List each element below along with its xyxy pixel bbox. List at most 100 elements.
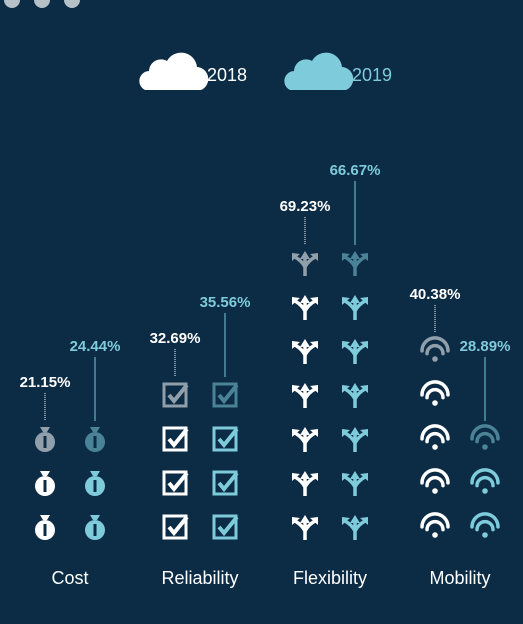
category-label: Flexibility — [293, 568, 367, 588]
icon — [212, 514, 239, 540]
icon-part — [292, 295, 318, 305]
icon-stack — [35, 427, 55, 540]
icon-part — [475, 431, 495, 444]
icon-part — [162, 426, 188, 452]
icon — [292, 515, 318, 540]
icon-part — [292, 471, 318, 481]
icon — [35, 515, 55, 540]
legend-label: 2018 — [207, 65, 247, 85]
icon — [420, 380, 450, 406]
icon-part — [292, 339, 318, 349]
icon-part — [420, 468, 450, 485]
icon-part — [482, 444, 488, 450]
icon-part — [217, 427, 239, 449]
icon — [292, 339, 318, 364]
value-label: 69.23% — [280, 198, 331, 215]
icon-part — [294, 475, 316, 496]
icon-part — [162, 470, 188, 496]
icon-part — [432, 532, 438, 538]
icon-part — [167, 427, 189, 449]
icon-part — [40, 471, 50, 476]
icon-part — [294, 299, 316, 320]
icon-part — [344, 431, 366, 452]
icon — [212, 426, 239, 452]
icon-part — [342, 427, 368, 437]
icon-part — [212, 470, 238, 496]
icon-part — [90, 515, 100, 520]
icon-part — [292, 383, 318, 393]
icon-part — [292, 251, 318, 261]
icon-part — [432, 444, 438, 450]
icon-part — [40, 427, 50, 432]
icon-part — [344, 255, 366, 276]
icon — [342, 251, 368, 276]
category-label: Mobility — [429, 568, 490, 588]
icon — [85, 471, 105, 496]
icon — [292, 295, 318, 320]
icon-part — [432, 488, 438, 494]
icon — [162, 470, 189, 496]
icon — [470, 424, 500, 450]
icon-part — [342, 339, 368, 349]
icon — [342, 427, 368, 452]
icon — [470, 512, 500, 538]
legend-icon — [284, 52, 354, 90]
legend-icon — [139, 52, 209, 90]
icon-stack — [85, 427, 105, 540]
icon-part — [425, 387, 445, 400]
icon-stack — [162, 382, 189, 540]
icon-part — [217, 515, 239, 537]
icon — [85, 427, 105, 452]
icon — [212, 382, 239, 408]
icon — [342, 383, 368, 408]
icon-part — [475, 475, 495, 488]
decoration — [4, 0, 80, 8]
icon-part — [425, 519, 445, 532]
icon-part — [342, 515, 368, 525]
icon-part — [217, 471, 239, 493]
icon — [420, 468, 450, 494]
icon — [212, 470, 239, 496]
icon-part — [470, 512, 500, 529]
icon-part — [212, 514, 238, 540]
value-label: 35.56% — [200, 294, 251, 311]
icon-part — [344, 519, 366, 540]
icon-part — [292, 515, 318, 525]
icon-part — [212, 426, 238, 452]
icon-part — [432, 400, 438, 406]
icon-stack — [420, 336, 450, 538]
icon-part — [294, 343, 316, 364]
icon — [292, 251, 318, 276]
icon-part — [90, 427, 100, 432]
icon-part — [294, 519, 316, 540]
icon-part — [420, 512, 450, 529]
icon — [342, 295, 368, 320]
value-label: 24.44% — [70, 338, 121, 355]
icon-part — [162, 514, 188, 540]
icon-part — [420, 380, 450, 397]
category-label: Cost — [51, 568, 88, 588]
icon-part — [93, 524, 97, 536]
value-label: 32.69% — [150, 330, 201, 347]
icon-stack — [470, 424, 500, 538]
icon-stack — [342, 251, 368, 540]
icon-part — [43, 436, 47, 448]
icon — [85, 515, 105, 540]
icon-part — [482, 532, 488, 538]
value-label: 66.67% — [330, 162, 381, 179]
icon-part — [344, 387, 366, 408]
icon-part — [90, 471, 100, 476]
icon-part — [470, 424, 500, 441]
icon — [420, 424, 450, 450]
icon-part — [167, 515, 189, 537]
icon — [292, 383, 318, 408]
icon-part — [342, 251, 368, 261]
icon-part — [344, 475, 366, 496]
icon-part — [420, 336, 450, 353]
icon-stack — [212, 382, 239, 540]
icon-part — [425, 343, 445, 356]
icon-part — [294, 431, 316, 452]
icon-part — [344, 299, 366, 320]
icon-part — [420, 424, 450, 441]
